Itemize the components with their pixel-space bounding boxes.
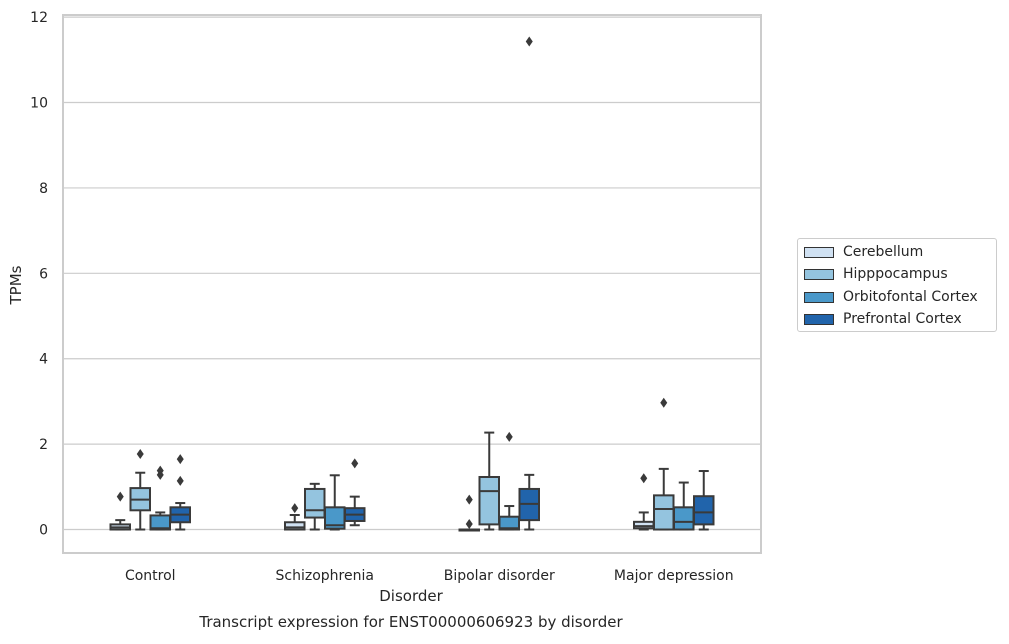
legend-label: Cerebellum — [843, 244, 924, 260]
outlier-point — [351, 458, 359, 469]
box-group — [458, 494, 480, 532]
outlier-point — [465, 494, 473, 505]
box — [693, 495, 715, 526]
outlier-point — [640, 473, 648, 484]
outlier-point — [465, 518, 473, 529]
box-group — [478, 431, 500, 531]
legend-label: Orbitofontal Cortex — [843, 289, 978, 305]
box — [673, 506, 695, 531]
x-tick-label: Control — [125, 568, 176, 584]
y-tick-label: 0 — [39, 523, 48, 539]
box — [478, 475, 500, 526]
plot-frame — [62, 14, 762, 554]
box — [284, 521, 306, 531]
y-tick-label: 2 — [39, 437, 48, 453]
box-group — [344, 458, 366, 527]
outlier-point — [525, 36, 533, 47]
box — [304, 487, 326, 519]
box-group — [324, 474, 346, 531]
legend-swatch — [804, 268, 834, 280]
outlier-point — [505, 431, 513, 442]
legend-label: Hipppocampus — [843, 266, 948, 282]
legend-item-cerebellum: Cerebellum — [804, 242, 923, 262]
box-group — [169, 454, 191, 531]
outlier-point — [176, 475, 184, 486]
outlier-point — [116, 491, 124, 502]
box-group — [304, 482, 326, 531]
box-group — [109, 491, 131, 531]
box-group — [633, 473, 655, 531]
y-tick-label: 4 — [39, 352, 48, 368]
outlier-point — [136, 448, 144, 459]
y-tick-label: 8 — [39, 181, 48, 197]
y-tick-label: 10 — [30, 96, 48, 112]
box-group — [673, 481, 695, 531]
box-layer — [109, 36, 715, 532]
legend-swatch — [804, 313, 834, 325]
y-axis-label: TPMs — [7, 265, 25, 305]
box — [498, 515, 520, 531]
legend: Cerebellum Hipppocampus Orbitofontal Cor… — [797, 238, 997, 332]
legend-swatch — [804, 291, 834, 303]
y-tick-labels: 0 2 4 6 8 10 12 — [30, 10, 48, 538]
outlier-point — [291, 503, 299, 514]
legend-swatch — [804, 246, 834, 258]
x-tick-labels: Control Schizophrenia Bipolar disorder Majo… — [125, 568, 734, 584]
box — [633, 520, 655, 530]
box — [653, 494, 675, 531]
box-group — [518, 36, 540, 531]
outlier-point — [156, 469, 164, 480]
legend-label: Prefrontal Cortex — [843, 311, 962, 327]
x-tick-label: Bipolar disorder — [444, 568, 555, 584]
box-group — [284, 503, 306, 531]
box-group — [498, 431, 520, 531]
legend-item-prefrontal-cortex: Prefrontal Cortex — [804, 309, 962, 329]
x-tick-label: Major depression — [614, 568, 734, 584]
box-group — [653, 397, 675, 531]
chart-title: Transcript expression for ENST0000060692… — [198, 613, 623, 631]
box-group — [129, 448, 151, 531]
outlier-point — [660, 397, 668, 408]
y-tick-label: 12 — [30, 10, 48, 26]
box-group — [149, 465, 171, 531]
x-axis-label: Disorder — [379, 587, 443, 605]
outlier-point — [176, 454, 184, 465]
legend-item-hippocampus: Hipppocampus — [804, 264, 948, 284]
legend-item-orbitofrontal-cortex: Orbitofontal Cortex — [804, 287, 978, 307]
y-tick-label: 6 — [39, 266, 48, 282]
x-tick-label: Schizophrenia — [276, 568, 374, 584]
grid-layer — [63, 16, 761, 531]
box-group — [693, 470, 715, 531]
